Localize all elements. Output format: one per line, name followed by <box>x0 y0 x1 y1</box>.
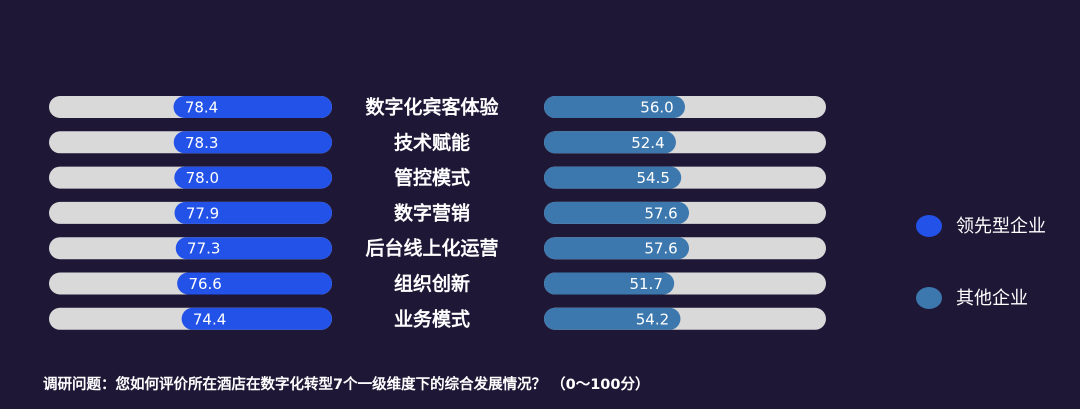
leading-value-label: 78.0 <box>186 169 219 187</box>
other-bar <box>544 166 682 189</box>
category-label: 技术赋能 <box>394 131 470 154</box>
other-value-label: 52.4 <box>631 134 664 152</box>
other-bar <box>544 237 690 260</box>
category-label: 后台线上化运营 <box>365 237 498 260</box>
category-label: 组织创新 <box>394 272 470 295</box>
leading-value-label: 78.4 <box>185 99 218 117</box>
other-bar <box>544 131 676 154</box>
other-bar <box>544 201 690 224</box>
leading-bar <box>174 166 332 189</box>
legend-marker <box>916 287 942 309</box>
other-value-label: 51.7 <box>629 275 662 293</box>
category-label: 管控模式 <box>394 166 470 189</box>
leading-value-label: 77.3 <box>187 240 220 258</box>
other-value-label: 54.5 <box>637 169 670 187</box>
category-label: 业务模式 <box>394 307 470 330</box>
other-bar <box>544 307 681 330</box>
category-label: 数字营销 <box>394 201 470 224</box>
other-value-label: 54.2 <box>636 310 669 328</box>
category-label: 数字化宾客体验 <box>365 96 499 119</box>
other-value-label: 57.6 <box>644 204 677 222</box>
other-bar <box>544 272 675 295</box>
other-value-label: 57.6 <box>644 240 677 258</box>
leading-bar <box>175 237 332 260</box>
other-value-label: 56.0 <box>640 99 673 117</box>
butterfly-bar-chart: 78.4 数字化宾客体验 56.0 78.3 技术赋能 52.4 78.0 管控模式 54.5 7… <box>49 96 1046 330</box>
legend-marker <box>916 215 942 237</box>
leading-bar <box>174 201 332 224</box>
leading-value-label: 78.3 <box>185 134 218 152</box>
other-bar <box>544 96 685 118</box>
leading-value-label: 77.9 <box>186 204 219 222</box>
leading-value-label: 76.6 <box>188 275 221 293</box>
leading-bar <box>177 272 332 295</box>
legend-label: 领先型企业 <box>956 216 1046 237</box>
leading-bar <box>173 96 332 118</box>
leading-value-label: 74.4 <box>193 310 226 328</box>
legend-label: 其他企业 <box>956 288 1028 309</box>
survey-question-footnote: 调研问题：您如何评价所在酒店在数字化转型7个一级维度下的综合发展情况？ （0～1… <box>43 377 650 393</box>
leading-bar <box>173 131 332 154</box>
leading-bar <box>181 307 332 330</box>
